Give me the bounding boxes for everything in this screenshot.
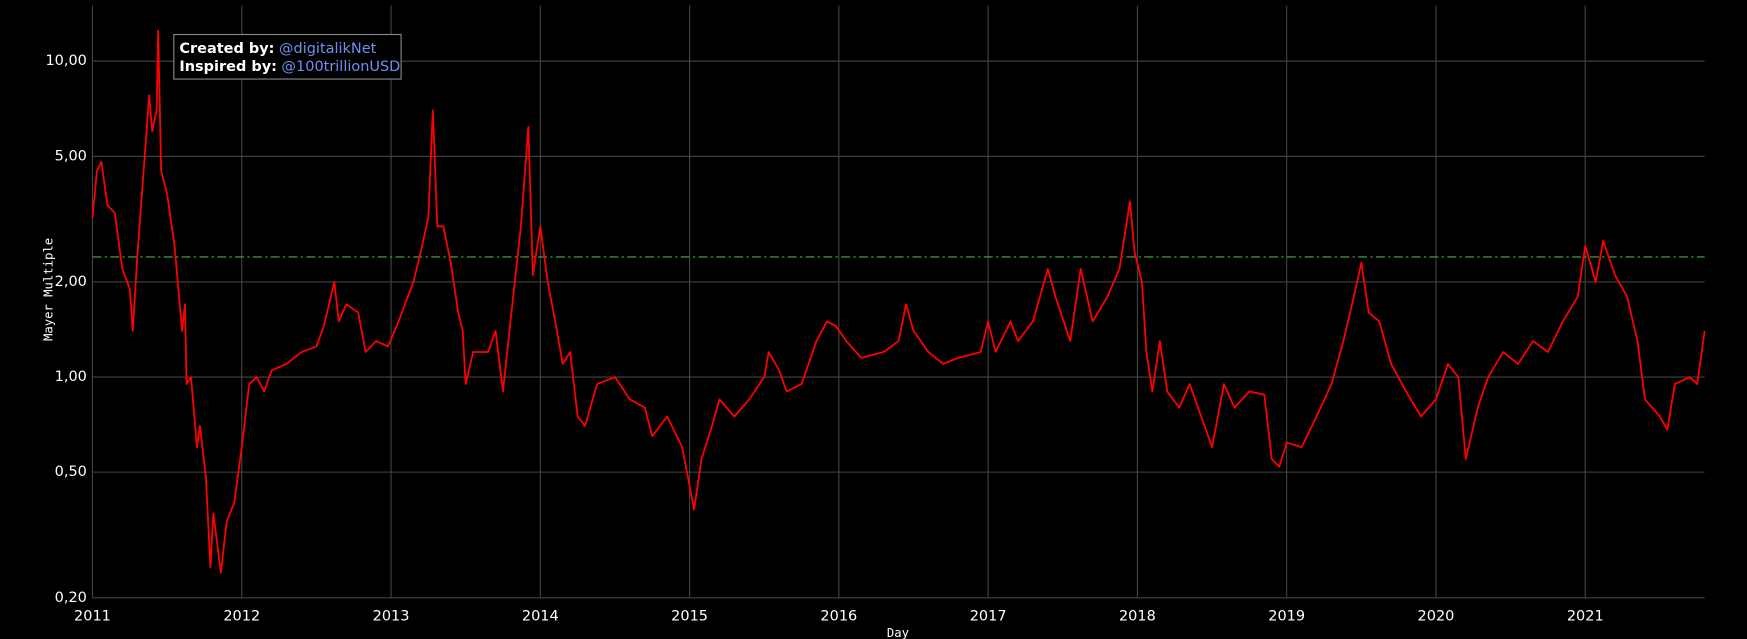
y-tick-label: 0,20 [55, 590, 87, 606]
annotation-label: Created by: [179, 41, 274, 57]
annotation-line: Created by: @digitalikNet [179, 41, 376, 57]
y-axis-title: Mayer Multiple [42, 238, 56, 341]
data-line [91, 29, 1706, 574]
x-tick-label: 2014 [522, 609, 559, 625]
y-tick-label: 2,00 [55, 274, 87, 290]
x-tick-label: 2021 [1567, 609, 1604, 625]
y-tick-label: 5,00 [55, 148, 87, 164]
annotation-handle: @100trillionUSD [282, 59, 401, 75]
plot-area [91, 29, 1706, 574]
x-tick-label: 2011 [74, 609, 111, 625]
x-tick-label: 2013 [373, 609, 410, 625]
annotation-handle: @digitalikNet [279, 41, 377, 57]
y-tick-label: 0,50 [55, 464, 87, 480]
y-tick-label: 10,00 [45, 53, 86, 69]
x-tick-label: 2018 [1119, 609, 1156, 625]
x-tick-label: 2012 [223, 609, 260, 625]
x-tick-label: 2017 [970, 609, 1007, 625]
x-tick-label: 2016 [820, 609, 857, 625]
y-tick-label: 1,00 [55, 369, 87, 385]
grid [91, 5, 1705, 599]
annotation-box [173, 33, 402, 80]
x-tick-label: 2019 [1268, 609, 1305, 625]
annotation-line: Inspired by: @100trillionUSD [179, 59, 400, 75]
x-tick-label: 2020 [1418, 609, 1455, 625]
annotation-label: Inspired by: [179, 59, 277, 75]
x-axis-title: Day [887, 626, 909, 639]
x-tick-label: 2015 [671, 609, 708, 625]
